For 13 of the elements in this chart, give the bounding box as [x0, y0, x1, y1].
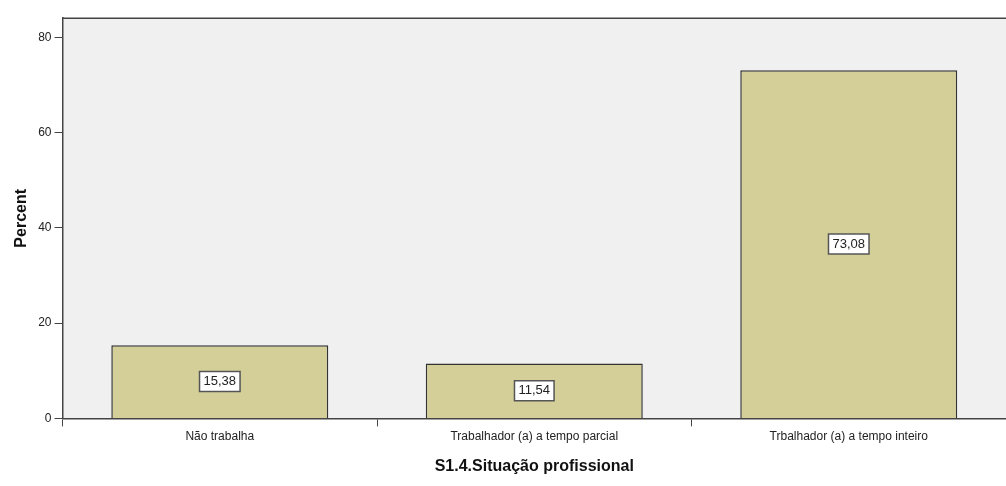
y-tick-label: 20 [38, 315, 52, 330]
x-tick-label: Trabalhador (a) a tempo parcial [450, 428, 619, 443]
data-label: 15,38 [203, 373, 237, 389]
data-label: 73,08 [832, 235, 866, 251]
x-tick-label: Não trabalha [185, 428, 255, 443]
y-tick-label: 40 [38, 220, 52, 235]
y-tick-label: 80 [38, 29, 52, 44]
x-axis-title: S1.4.Situação profissional [434, 456, 634, 474]
y-axis-title: Percent [12, 188, 30, 248]
y-tick-label: 0 [44, 410, 52, 425]
y-tick-label: 60 [38, 124, 52, 139]
x-tick-label: Trbalhador (a) a tempo inteiro [769, 428, 929, 443]
data-label: 11,54 [518, 382, 551, 398]
